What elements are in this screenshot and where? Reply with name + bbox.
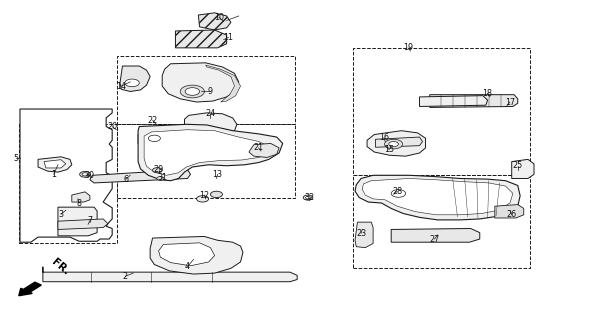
Polygon shape [90,170,190,183]
Circle shape [80,172,91,177]
Polygon shape [72,192,90,202]
Polygon shape [159,243,214,266]
Polygon shape [362,179,513,215]
Text: 32: 32 [304,193,314,202]
Circle shape [185,88,199,95]
Text: 30: 30 [85,171,95,180]
Text: 31: 31 [157,173,167,182]
Polygon shape [355,175,520,220]
Text: 18: 18 [483,89,493,98]
Polygon shape [44,160,66,168]
Polygon shape [58,207,97,236]
Circle shape [385,139,403,149]
Text: 28: 28 [392,187,402,196]
FancyArrow shape [19,282,41,296]
Circle shape [157,177,164,180]
Text: 13: 13 [213,170,223,179]
Circle shape [306,196,310,199]
Circle shape [180,85,204,98]
Circle shape [149,135,161,141]
Text: 21: 21 [254,143,264,152]
Circle shape [303,195,313,200]
Polygon shape [367,131,426,156]
Text: 29: 29 [153,165,164,174]
Bar [353,175,530,268]
Text: 26: 26 [507,210,517,219]
Polygon shape [162,63,239,102]
Text: 6: 6 [124,175,129,184]
Text: 23: 23 [356,229,366,238]
Polygon shape [138,124,283,181]
Text: 25: 25 [513,161,523,170]
Text: 19: 19 [403,43,413,52]
Text: 8: 8 [77,198,82,207]
Polygon shape [391,228,480,242]
Polygon shape [58,219,108,229]
Circle shape [153,168,162,173]
Text: 22: 22 [147,116,158,125]
Bar [353,48,530,175]
Polygon shape [374,184,428,202]
Polygon shape [43,267,297,282]
Polygon shape [150,236,243,274]
Polygon shape [20,109,112,242]
Text: 17: 17 [505,98,515,107]
Circle shape [82,173,88,176]
Circle shape [210,191,222,197]
Polygon shape [376,137,423,147]
Text: 7: 7 [88,216,92,225]
Polygon shape [175,30,226,48]
Circle shape [196,196,208,202]
Bar [117,124,295,198]
Circle shape [125,79,140,87]
Polygon shape [138,129,171,147]
Polygon shape [38,157,72,172]
Text: 14: 14 [116,82,126,91]
Polygon shape [430,95,518,108]
Polygon shape [355,222,373,248]
Text: 12: 12 [199,190,210,200]
Bar [19,124,117,243]
Text: FR.: FR. [50,257,71,277]
Bar [117,56,295,124]
Polygon shape [198,13,231,30]
Polygon shape [420,96,487,107]
Polygon shape [205,65,240,102]
Circle shape [391,190,406,197]
Polygon shape [512,159,534,179]
Polygon shape [495,204,524,218]
Polygon shape [249,143,279,157]
Text: 27: 27 [429,235,440,244]
Text: 5: 5 [13,154,18,163]
Text: 16: 16 [379,133,389,142]
Text: 15: 15 [384,145,394,154]
Polygon shape [184,113,237,137]
Text: 10: 10 [214,13,224,22]
Text: 4: 4 [185,262,190,271]
Text: 2: 2 [123,272,128,281]
Text: 9: 9 [208,87,213,96]
Polygon shape [144,130,271,175]
Text: 1: 1 [51,170,56,179]
Text: 20: 20 [107,122,117,131]
Text: 3: 3 [59,210,63,219]
Polygon shape [120,66,150,92]
Text: 24: 24 [205,109,216,118]
Text: 11: 11 [223,33,234,42]
Circle shape [389,141,399,147]
